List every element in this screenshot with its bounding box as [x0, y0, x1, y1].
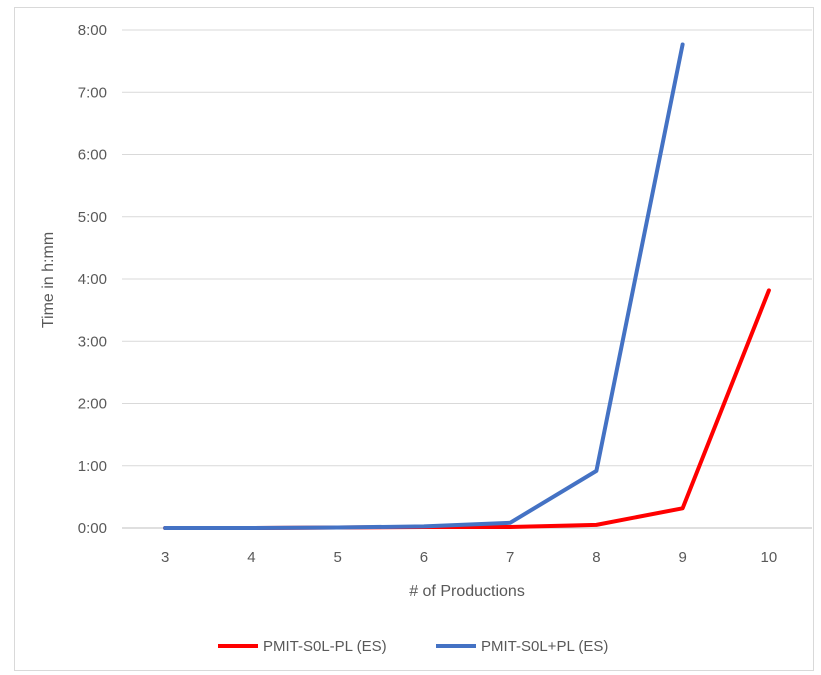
x-tick-label: 5 [333, 549, 341, 566]
legend-label-series-2: PMIT-S0L+PL (ES) [481, 638, 608, 655]
series-line-2 [163, 42, 685, 530]
y-tick-label: 5:00 [78, 209, 107, 226]
y-tick-label: 6:00 [78, 147, 107, 164]
legend-label-series-1: PMIT-S0L-PL (ES) [263, 638, 387, 655]
y-tick-label: 3:00 [78, 333, 107, 350]
x-tick-label: 8 [592, 549, 600, 566]
y-tick-label: 4:00 [78, 271, 107, 288]
y-tick-label: 8:00 [78, 22, 107, 39]
x-tick-labels: 3 4 5 6 7 8 9 10 [161, 549, 777, 566]
x-axis-title: # of Productions [409, 583, 525, 600]
x-tick-label: 9 [678, 549, 686, 566]
series-line-1 [163, 288, 771, 530]
y-tick-labels: 0:00 1:00 2:00 3:00 4:00 5:00 6:00 7:00 8:00 [78, 22, 107, 537]
y-tick-label: 2:00 [78, 396, 107, 413]
series-lines [163, 42, 771, 530]
y-axis-title: Time in h:mm [40, 232, 57, 328]
y-tick-label: 1:00 [78, 458, 107, 475]
x-tick-label: 6 [420, 549, 428, 566]
chart-frame [14, 7, 814, 671]
x-tick-label: 7 [506, 549, 514, 566]
gridlines [122, 29, 812, 529]
legend: PMIT-S0L-PL (ES) PMIT-S0L+PL (ES) [218, 638, 608, 655]
x-tick-label: 4 [247, 549, 255, 566]
x-tick-label: 10 [761, 549, 778, 566]
y-tick-label: 7:00 [78, 84, 107, 101]
x-tick-label: 3 [161, 549, 169, 566]
y-tick-label: 0:00 [78, 520, 107, 537]
